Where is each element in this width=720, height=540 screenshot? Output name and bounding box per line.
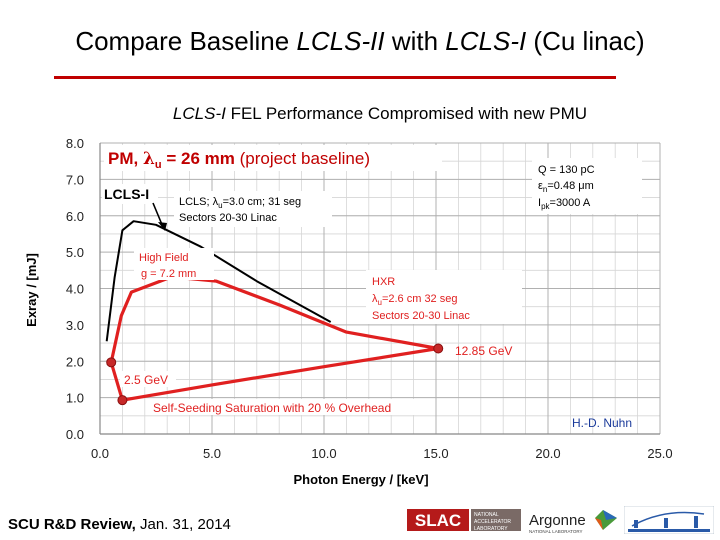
footer-text: SCU R&D Review, Jan. 31, 2014 (8, 516, 231, 533)
x-tick-label: 0.0 (91, 446, 109, 461)
y-tick-label: 8.0 (66, 136, 84, 151)
x-tick-label: 15.0 (423, 446, 448, 461)
lcls-info-box (174, 191, 332, 227)
chart-markers (106, 343, 444, 406)
facility-logo (624, 506, 714, 534)
title-text-mid: with (384, 26, 446, 56)
hxr-line3: Sectors 20-30 Linac (372, 310, 470, 322)
self-seeding-bg (148, 399, 414, 415)
y-tick-label: 4.0 (66, 282, 84, 297)
series-line-sxr (109, 346, 439, 402)
footer-date: Jan. 31, 2014 (135, 516, 231, 533)
y-tick-label: 7.0 (66, 172, 84, 187)
title-text-post: (Cu linac) (526, 26, 645, 56)
y-axis-label: Exray / [mJ] (24, 253, 39, 327)
data-point-marker (117, 395, 128, 406)
chart-ticks: 0.0 5.0 10.0 15.0 20.0 25.0 0.0 1.0 2.0 3.0 4.0 5.0… (66, 136, 673, 461)
title-lcls2: LCLS-II (296, 26, 385, 56)
energy-low-bg (120, 371, 176, 387)
data-point-marker (433, 343, 444, 354)
data-point-marker (106, 357, 117, 368)
energy-low-label: 2.5 GeV (124, 373, 168, 387)
lcls-arrowhead (158, 222, 167, 231)
title-lcls1: LCLS-I (445, 26, 527, 56)
high-field-line1: High Field (139, 252, 189, 264)
title-text: Compare Baseline (75, 26, 297, 56)
y-tick-label: 1.0 (66, 391, 84, 406)
hxr-line1: HXR (372, 276, 395, 288)
y-tick-label: 5.0 (66, 245, 84, 260)
params-box (532, 158, 642, 214)
y-tick-label: 0.0 (66, 427, 84, 442)
slac-logo: SLAC NATIONAL ACCELERATOR LABORATORY (405, 506, 523, 534)
high-field-box (134, 248, 214, 280)
svg-text:NATIONAL: NATIONAL (474, 512, 499, 518)
svg-text:ACCELERATOR: ACCELERATOR (474, 519, 511, 525)
title-rule (54, 76, 616, 79)
x-tick-label: 5.0 (203, 446, 221, 461)
svg-text:Argonne: Argonne (529, 512, 586, 529)
param-peak-current: Ipk=3000 A (538, 197, 591, 211)
y-tick-label: 2.0 (66, 354, 84, 369)
y-tick-label: 6.0 (66, 209, 84, 224)
hxr-box (366, 270, 522, 324)
x-tick-label: 20.0 (535, 446, 560, 461)
lcls-info-line2: Sectors 20-30 Linac (179, 212, 277, 224)
argonne-logo: Argonne NATIONAL LABORATORY (529, 510, 617, 534)
y-tick-label: 3.0 (66, 318, 84, 333)
lcls-info-line1: LCLS; λu=3.0 cm; 31 seg (179, 196, 301, 210)
lcls-label: LCLS-I (104, 186, 149, 202)
svg-text:NATIONAL LABORATORY: NATIONAL LABORATORY (529, 529, 583, 534)
energy-high-label: 12.85 GeV (455, 344, 512, 358)
pm-label-bg (104, 145, 442, 171)
chart-title: LCLS-I FEL Performance Compromised with … (100, 104, 660, 124)
svg-text:LABORATORY: LABORATORY (474, 526, 508, 532)
svg-text:SLAC: SLAC (415, 511, 461, 530)
param-emittance: εn=0.48 μm (538, 180, 594, 194)
footer-em: SCU R&D Review, (8, 516, 136, 533)
performance-chart: 0.0 5.0 10.0 15.0 20.0 25.0 0.0 1.0 2.0 3.0 4.0 5.0… (24, 136, 673, 487)
pm-label: PM, λu = 26 mm (project baseline) (108, 149, 370, 171)
series-line-lcls-i (105, 220, 332, 342)
lcls-label-bg (102, 184, 158, 204)
chart-title-em: LCLS-I (172, 104, 226, 123)
author-label: H.-D. Nuhn (572, 416, 632, 430)
hxr-line2: λu=2.6 cm 32 seg (372, 293, 457, 307)
x-tick-label: 25.0 (647, 446, 672, 461)
x-axis-label: Photon Energy / [keV] (293, 472, 428, 487)
high-field-line2: g = 7.2 mm (141, 268, 196, 280)
slide-title: Compare Baseline LCLS-II with LCLS-I (Cu… (0, 26, 720, 57)
x-tick-label: 10.0 (311, 446, 336, 461)
param-charge: Q = 130 pC (538, 164, 595, 176)
self-seeding-label: Self-Seeding Saturation with 20 % Overhe… (153, 401, 391, 415)
chart-title-rest: FEL Performance Compromised with new PMU (225, 104, 588, 123)
chart-axes (99, 143, 660, 435)
